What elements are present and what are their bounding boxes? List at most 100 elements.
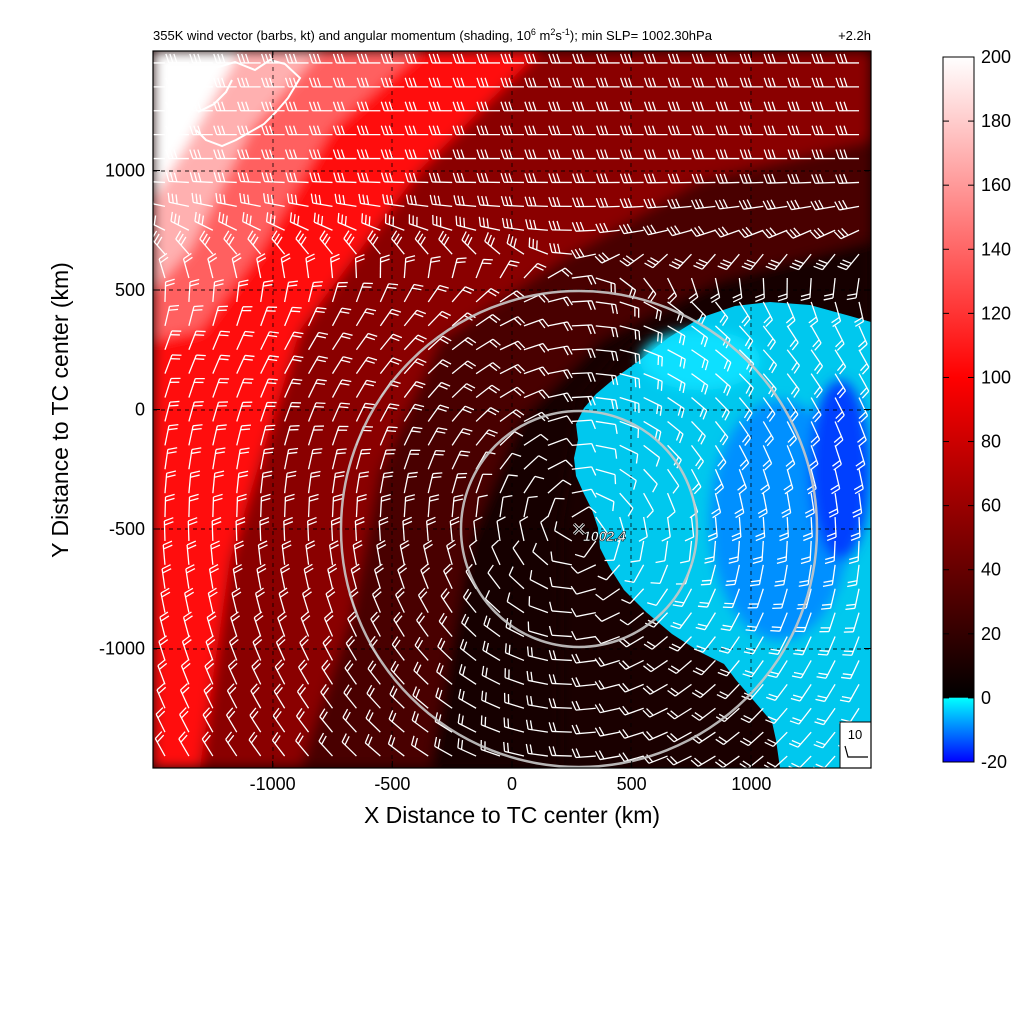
wind-barb [619,492,634,517]
wind-barb [763,149,788,160]
wind-barb [182,611,193,637]
wind-barb [714,468,725,495]
wind-barb [228,635,239,661]
barb-reference-box: 10 [839,721,871,768]
wind-barb [354,254,365,279]
wind-barb [524,101,548,112]
wind-barb [732,277,743,303]
wind-barb [786,397,799,423]
wind-barb [260,470,273,494]
wind-barb [261,149,285,160]
wind-barb [260,493,271,518]
wind-barb [548,101,572,112]
wind-barb [717,253,740,271]
wind-barb [508,566,525,590]
wind-barb [389,685,405,709]
wind-barb [523,433,549,446]
wind-barb [475,494,488,518]
wind-barb [295,732,310,757]
wind-barb [170,211,190,231]
wind-barb [655,540,669,564]
wind-barb [548,220,572,231]
wind-barb [618,705,644,716]
wind-barb [715,77,740,88]
wind-barb [572,149,596,160]
wind-barb [725,564,741,586]
wind-barb [468,539,478,566]
wind-barb [307,402,326,422]
wind-barb [475,407,500,422]
wind-barb [691,173,716,184]
colorbar-tick-label: 140 [981,239,1011,259]
wind-barb [404,101,429,112]
wind-barb [211,517,222,541]
wind-barb [298,659,310,685]
wind-barb [549,242,572,255]
wind-barb [524,173,548,184]
wind-barb [438,612,453,637]
wind-barb [643,301,662,321]
wind-barb [619,349,641,364]
wind-barb [163,517,174,541]
wind-barb [762,349,778,374]
wind-barb [715,373,732,396]
wind-barb [332,77,357,88]
wind-barb [804,493,815,518]
wind-barb [524,53,548,64]
wind-barb [271,731,286,757]
wind-barb [523,475,545,494]
wind-barb [739,173,764,184]
wind-barb [223,230,238,255]
wind-barb [212,447,226,470]
wind-barb [164,423,179,446]
wind-barb [811,77,836,88]
wind-barb [179,683,190,709]
wind-barb [331,448,347,470]
wind-barb [811,173,836,184]
wind-barb [596,173,620,184]
wind-barb [403,494,416,518]
wind-barb [722,588,740,609]
wind-barb [667,349,686,369]
wind-barb [212,279,224,303]
wind-barb [643,492,654,519]
min-slp-label: 1002.4 [583,528,626,544]
wind-barb [153,60,165,64]
wind-barb [738,226,764,239]
wind-barb [594,750,620,761]
wind-barb [476,125,501,136]
wind-barb [596,77,620,88]
wind-barb [786,421,797,447]
wind-barb [403,334,427,351]
title-group: 355K wind vector (barbs, kt) and angular… [153,27,871,43]
wind-barb [482,640,501,662]
wind-barb [715,149,740,160]
wind-barb [691,53,716,64]
wind-barb [380,149,405,160]
wind-barb [781,493,792,518]
wind-barb [619,444,639,464]
wind-barb [378,516,389,541]
wind-barb [667,468,680,494]
wind-barb [842,636,860,656]
wind-barb [667,683,692,697]
wind-barb [189,101,213,112]
wind-barb [548,125,572,136]
wind-barb [571,630,596,641]
wind-barb [440,588,453,614]
wind-barb [720,612,740,632]
x-tick-label: 0 [507,774,517,794]
wind-barb [570,608,596,618]
wind-barb [791,660,812,679]
wind-barb [594,680,620,691]
wind-barb [765,253,788,271]
wind-barb [503,741,525,757]
wind-barb [283,493,295,518]
wind-barb [595,325,619,338]
wind-barb [284,402,302,422]
wind-barb [165,149,189,160]
wind-barb [499,431,524,446]
wind-barb [215,192,237,207]
wind-barb [376,540,387,565]
wind-barb [620,149,644,160]
